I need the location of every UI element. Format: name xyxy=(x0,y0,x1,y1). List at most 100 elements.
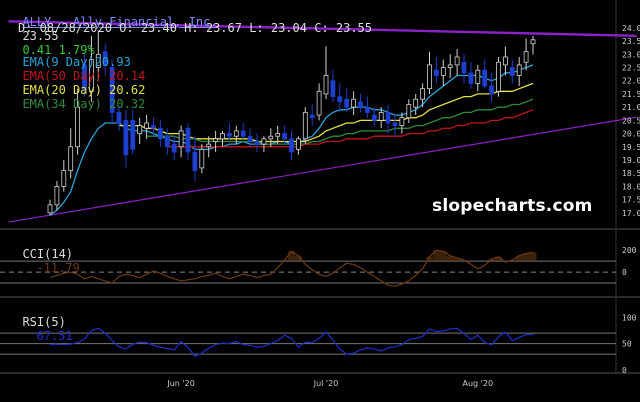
cci-legend: CCI(14) -11.79 xyxy=(8,233,79,275)
price-tick-label: 19.0 xyxy=(622,156,640,165)
legend-ema50-value: 20.14 xyxy=(109,69,146,83)
candle-body xyxy=(226,133,232,137)
candle-body xyxy=(123,119,129,156)
ema50-line xyxy=(167,109,534,148)
price-tick-label: 18.0 xyxy=(622,182,640,191)
candle-body xyxy=(461,61,467,74)
candle-body xyxy=(47,204,53,214)
price-tick-label: 22.5 xyxy=(622,64,640,73)
legend-ema50: EMA(50 Day) 20.14 xyxy=(22,69,145,83)
candle-body xyxy=(75,106,80,148)
candle-body xyxy=(420,88,426,100)
candle-body xyxy=(268,135,274,140)
ohlc-readout: D: 08/28/2020 O: 23.40 H: 23.67 L: 23.04… xyxy=(18,21,373,35)
candle-body xyxy=(427,64,432,90)
candle-body xyxy=(399,117,405,127)
candle-body xyxy=(199,149,205,169)
candle-body xyxy=(516,64,522,76)
candle-body xyxy=(213,138,219,142)
price-tick-label: 19.5 xyxy=(622,143,640,152)
legend-ema9: EMA(9 Day)20.93 xyxy=(22,55,130,69)
candle-body xyxy=(337,96,343,103)
candle-body xyxy=(530,39,536,45)
price-tick-label: 22.0 xyxy=(622,77,640,86)
legend-ema9-label: EMA(9 Day) xyxy=(22,55,95,69)
candle-body xyxy=(82,64,87,90)
price-tick-label: 20.0 xyxy=(622,130,640,139)
candle-body xyxy=(151,125,156,129)
ticker-title[interactable]: ALLY - Ally Financial, Inc. xyxy=(22,15,218,29)
ema-legend: EMA(9 Day)20.93 EMA(50 Day) 20.14 EMA(20… xyxy=(8,41,145,111)
candle-body xyxy=(489,85,495,95)
legend-ema34: EMA(34 Day) 20.32 xyxy=(22,97,145,111)
trendline-support xyxy=(8,116,637,223)
candle-body xyxy=(302,112,308,140)
candle-body xyxy=(351,98,357,108)
candle-body xyxy=(496,61,501,92)
candle-body xyxy=(116,112,122,124)
legend-ema9-value: 20.93 xyxy=(94,55,131,69)
candle-body xyxy=(171,143,177,153)
candle-body xyxy=(102,51,108,66)
x-tick-label: Jun '20 xyxy=(166,379,194,388)
chart-title-row: ALLY - Ally Financial, Inc. 23.55 0.41 1… xyxy=(8,1,218,57)
candle-body xyxy=(247,135,253,142)
candle-body xyxy=(233,130,239,137)
candle-body xyxy=(61,170,67,187)
ema34-line xyxy=(146,98,534,145)
candle-body xyxy=(385,112,391,124)
candle-body xyxy=(509,67,515,76)
cci-tick-label: 0 xyxy=(622,268,627,277)
x-tick-label: Aug '20 xyxy=(463,379,494,388)
price-change: 0.41 1.79% xyxy=(22,43,95,57)
candle-body xyxy=(157,127,163,140)
candle-body xyxy=(371,114,377,121)
candle-body xyxy=(323,75,329,95)
candle-body xyxy=(433,69,439,76)
candle-body xyxy=(358,101,363,108)
candle-body xyxy=(330,80,336,97)
candle-body xyxy=(392,122,398,127)
legend-ema20-value: 20.62 xyxy=(109,83,146,97)
candle-body xyxy=(468,72,474,84)
candle-body xyxy=(482,69,488,87)
trendline-resistance xyxy=(8,20,637,38)
candle-body xyxy=(261,138,267,145)
candle-body xyxy=(206,143,212,148)
price-tick-label: 17.0 xyxy=(622,209,640,218)
candle-body xyxy=(254,141,260,145)
cci-overbought-fill xyxy=(281,250,537,262)
candle-body xyxy=(164,135,170,148)
candle-body xyxy=(378,112,384,121)
candle-body xyxy=(130,119,136,150)
candle-body xyxy=(454,56,460,66)
candle-body xyxy=(447,64,453,68)
candle-body xyxy=(523,51,529,63)
legend-ema34-value: 20.32 xyxy=(109,97,146,111)
rsi-tick-label: 50 xyxy=(622,340,632,349)
legend-ema34-label: EMA(34 Day) xyxy=(22,97,102,111)
legend-ema20: EMA(20 Day) 20.62 xyxy=(22,83,145,97)
candle-body xyxy=(220,133,225,140)
rsi-tick-label: 100 xyxy=(622,313,637,322)
candle-body xyxy=(440,67,446,76)
candle-body xyxy=(364,106,370,113)
candle-body xyxy=(295,138,301,150)
price-tick-label: 23.5 xyxy=(622,37,640,46)
price-tick-label: 23.0 xyxy=(622,50,640,59)
price-tick-label: 24.0 xyxy=(622,24,640,33)
candle-body xyxy=(502,56,508,66)
price-tick-label: 20.5 xyxy=(622,116,640,125)
candle-body xyxy=(309,114,315,119)
candle-body xyxy=(275,133,281,137)
candle-body xyxy=(413,98,419,108)
candle-body xyxy=(68,146,74,171)
legend-ema50-label: EMA(50 Day) xyxy=(22,69,102,83)
candle-body xyxy=(240,130,246,137)
candle-body xyxy=(344,98,350,108)
candle-body xyxy=(137,125,143,134)
candle-body xyxy=(282,133,288,140)
price-tick-label: 17.5 xyxy=(622,196,640,205)
candle-body xyxy=(406,104,412,119)
